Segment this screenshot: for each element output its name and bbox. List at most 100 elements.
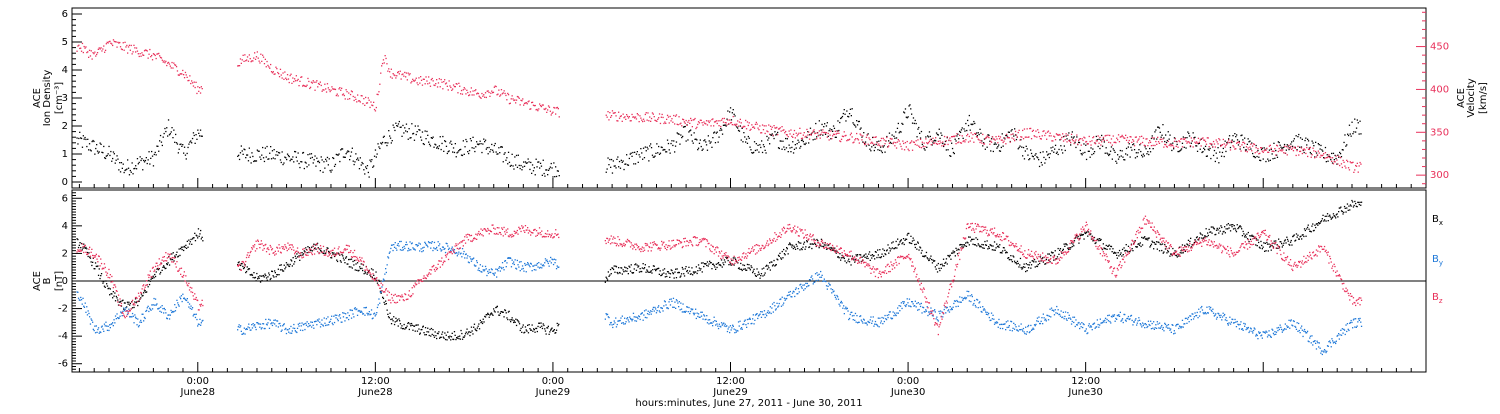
velocity-point [550,111,551,112]
velocity-point [971,138,972,139]
bx-point [162,267,163,268]
density-point [417,125,418,126]
bx-point [867,256,868,257]
density-point [365,166,366,167]
bx-point [277,274,278,275]
bx-point [1334,216,1335,217]
velocity-point [306,86,307,87]
density-point [1320,148,1321,149]
bx-point [176,254,177,255]
density-point [904,112,905,113]
bx-point [1297,237,1298,238]
bx-point [895,247,896,248]
top-ylabel-line2: Ion Density [42,70,53,127]
density-point [164,133,165,134]
density-point [366,168,367,169]
bx-point [516,325,517,326]
bx-point [967,242,968,243]
velocity-point [639,121,640,122]
by-point [274,323,275,324]
density-point [925,136,926,137]
density-point [1241,135,1242,136]
velocity-point [1257,148,1258,149]
density-point [1130,156,1131,157]
density-point [1203,148,1204,149]
velocity-point [673,115,674,116]
bx-point [976,245,977,246]
velocity-point [1107,135,1108,136]
velocity-point [1042,135,1043,136]
velocity-point [498,90,499,91]
velocity-point [1275,154,1276,155]
bx-point [722,266,723,267]
density-point [639,156,640,157]
density-point [720,128,721,129]
density-point [631,156,632,157]
velocity-point [887,147,888,148]
density-point [187,147,188,148]
bx-point [1337,216,1338,217]
density-point [1156,138,1157,139]
velocity-point [1202,137,1203,138]
density-point [391,142,392,143]
velocity-point [872,143,873,144]
bx-point [708,263,709,264]
velocity-point [124,50,125,51]
velocity-point [862,135,863,136]
velocity-point [618,112,619,113]
velocity-point [259,62,260,63]
density-point [1209,150,1210,151]
velocity-point [1011,134,1012,135]
by-point [151,304,152,305]
velocity-point [1255,152,1256,153]
density-point [264,161,265,162]
density-point [1209,148,1210,149]
bx-point [186,248,187,249]
density-point [85,139,86,140]
density-point [1182,143,1183,144]
density-point [195,134,196,135]
density-point [619,161,620,162]
velocity-point [1335,161,1336,162]
density-point [734,115,735,116]
density-point [1126,148,1127,149]
bx-point [311,247,312,248]
density-point [1120,150,1121,151]
density-point [1200,149,1201,150]
velocity-point [1089,136,1090,137]
velocity-point [681,125,682,126]
density-point [635,163,636,164]
density-point [856,120,857,121]
by-point [327,324,328,325]
velocity-point [726,124,727,125]
by-point [276,325,277,326]
velocity-point [741,122,742,123]
velocity-point [391,69,392,70]
bx-point [942,265,943,266]
density-point [1027,148,1028,149]
density-point [521,169,522,170]
velocity-point [1338,156,1339,157]
bx-point [181,247,182,248]
by-point [237,329,238,330]
velocity-point [1119,141,1120,142]
density-point [621,160,622,161]
bx-point [879,257,880,258]
velocity-point [1318,151,1319,152]
bx-point [395,318,396,319]
velocity-point [1268,152,1269,153]
density-point [852,108,853,109]
bx-point [1149,237,1150,238]
velocity-point [627,116,628,117]
velocity-point [689,123,690,124]
bx-point [398,318,399,319]
density-point [946,149,947,150]
bx-point [259,278,260,279]
bx-point [1153,248,1154,249]
density-point [1264,147,1265,148]
density-point [379,148,380,149]
velocity-point [278,73,279,74]
velocity-point [1358,172,1359,173]
velocity-point [132,51,133,52]
velocity-point [803,135,804,136]
